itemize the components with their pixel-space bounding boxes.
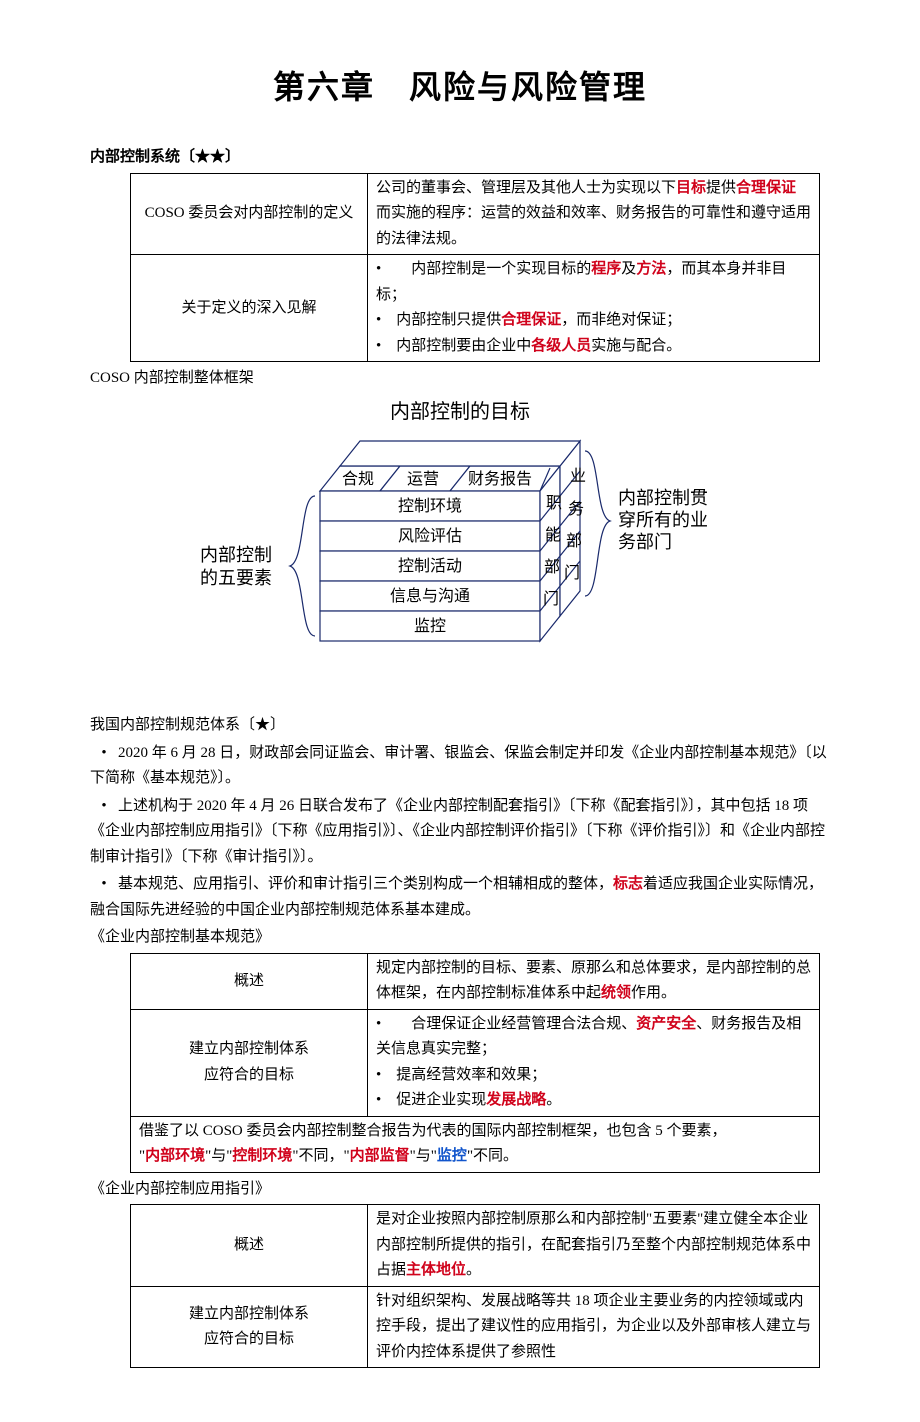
para: •2020 年 6 月 28 日，财政部会同证监会、审计署、银监会、保监会制定并… bbox=[90, 741, 830, 792]
cell-full: 借鉴了以 COSO 委员会内部控制整合报告为代表的国际内部控制框架，也包含 5 … bbox=[131, 1116, 820, 1172]
framework-label: COSO 内部控制整体框架 bbox=[90, 366, 830, 392]
svg-text:合规: 合规 bbox=[342, 470, 374, 488]
diagram-right-label: 内部控制贯 穿所有的业 务部门 bbox=[585, 451, 708, 596]
svg-text:部: 部 bbox=[566, 532, 582, 550]
svg-text:信息与沟通: 信息与沟通 bbox=[390, 587, 470, 605]
table-coso-def: COSO 委员会对内部控制的定义 公司的董事会、管理层及其他人士为实现以下目标提… bbox=[130, 173, 820, 363]
svg-text:部: 部 bbox=[544, 558, 560, 576]
cell-right: 规定内部控制的目标、要素、原那么和总体要求，是内部控制的总体框架，在内部控制标准… bbox=[368, 953, 820, 1009]
table-row: 建立内部控制体系 应符合的目标 针对组织架构、发展战略等共 18 项企业主要业务… bbox=[131, 1286, 820, 1368]
para: •基本规范、应用指引、评价和审计指引三个类别构成一个相辅相成的整体，标志着适应我… bbox=[90, 872, 830, 923]
svg-text:控制环境: 控制环境 bbox=[398, 496, 462, 515]
svg-text:门: 门 bbox=[564, 564, 580, 582]
cell-left: 建立内部控制体系 应符合的目标 bbox=[131, 1286, 368, 1368]
section-heading-ic: 内部控制系统〔★★〕 bbox=[90, 144, 830, 170]
diagram-top-title: 内部控制的目标 bbox=[390, 400, 530, 423]
svg-text:运营: 运营 bbox=[407, 470, 439, 488]
svg-text:监控: 监控 bbox=[414, 617, 446, 635]
svg-text:财务报告: 财务报告 bbox=[468, 470, 532, 488]
section-heading-cn: 我国内部控制规范体系〔★〕 bbox=[90, 713, 830, 739]
svg-text:能: 能 bbox=[545, 526, 561, 544]
table-row: COSO 委员会对内部控制的定义 公司的董事会、管理层及其他人士为实现以下目标提… bbox=[131, 173, 820, 255]
cell-left: 概述 bbox=[131, 953, 368, 1009]
diagram-top-face: 合规 运营 财务报告 bbox=[320, 466, 560, 491]
cell-right: • 内部控制是一个实现目标的程序及方法，而其本身并非目标； • 内部控制只提供合… bbox=[368, 255, 820, 362]
svg-text:内部控制: 内部控制 bbox=[200, 545, 272, 565]
coso-diagram: 内部控制的目标 合规 运营 财务报告 控制环境 风险评估 控制活动 信息与沟通 … bbox=[90, 396, 830, 706]
cell-left: 概述 bbox=[131, 1205, 368, 1287]
table-row: 建立内部控制体系 应符合的目标 • 合理保证企业经营管理合法合规、资产安全、财务… bbox=[131, 1009, 820, 1116]
cell-right: 公司的董事会、管理层及其他人士为实现以下目标提供合理保证而实施的程序：运营的效益… bbox=[368, 173, 820, 255]
diagram-left-label: 内部控制 的五要素 bbox=[200, 496, 315, 636]
svg-text:门: 门 bbox=[543, 590, 559, 608]
cell-left: COSO 委员会对内部控制的定义 bbox=[131, 173, 368, 255]
section-heading-app: 《企业内部控制应用指引》 bbox=[90, 1177, 830, 1203]
para: •上述机构于 2020 年 4 月 26 日联合发布了《企业内部控制配套指引》〔… bbox=[90, 794, 830, 871]
table-row: 借鉴了以 COSO 委员会内部控制整合报告为代表的国际内部控制框架，也包含 5 … bbox=[131, 1116, 820, 1172]
table-row: 概述 是对企业按照内部控制原那么和内部控制"五要素"建立健全本企业内部控制所提供… bbox=[131, 1205, 820, 1287]
svg-text:务: 务 bbox=[568, 500, 584, 518]
svg-text:控制活动: 控制活动 bbox=[398, 557, 462, 575]
table-row: 概述 规定内部控制的目标、要素、原那么和总体要求，是内部控制的总体框架，在内部控… bbox=[131, 953, 820, 1009]
page-title: 第六章 风险与风险管理 bbox=[90, 60, 830, 114]
diagram-front-face: 控制环境 风险评估 控制活动 信息与沟通 监控 bbox=[320, 491, 540, 641]
cell-right: 是对企业按照内部控制原那么和内部控制"五要素"建立健全本企业内部控制所提供的指引… bbox=[368, 1205, 820, 1287]
table-app-guide: 概述 是对企业按照内部控制原那么和内部控制"五要素"建立健全本企业内部控制所提供… bbox=[130, 1204, 820, 1368]
svg-text:职: 职 bbox=[546, 495, 562, 512]
table-basic-spec: 概述 规定内部控制的目标、要素、原那么和总体要求，是内部控制的总体框架，在内部控… bbox=[130, 953, 820, 1173]
svg-text:风险评估: 风险评估 bbox=[398, 527, 462, 545]
cell-left: 关于定义的深入见解 bbox=[131, 255, 368, 362]
svg-text:内部控制贯: 内部控制贯 bbox=[618, 488, 708, 508]
svg-text:的五要素: 的五要素 bbox=[200, 568, 272, 588]
cell-right: • 合理保证企业经营管理合法合规、资产安全、财务报告及相关信息真实完整； • 提… bbox=[368, 1009, 820, 1116]
svg-text:穿所有的业: 穿所有的业 bbox=[618, 510, 708, 530]
svg-text:务部门: 务部门 bbox=[618, 532, 672, 552]
cell-right: 针对组织架构、发展战略等共 18 项企业主要业务的内控领域或内控手段，提出了建议… bbox=[368, 1286, 820, 1368]
section-heading-basic: 《企业内部控制基本规范》 bbox=[90, 925, 830, 951]
svg-text:业: 业 bbox=[570, 467, 586, 485]
cell-left: 建立内部控制体系 应符合的目标 bbox=[131, 1009, 368, 1116]
table-row: 关于定义的深入见解 • 内部控制是一个实现目标的程序及方法，而其本身并非目标； … bbox=[131, 255, 820, 362]
